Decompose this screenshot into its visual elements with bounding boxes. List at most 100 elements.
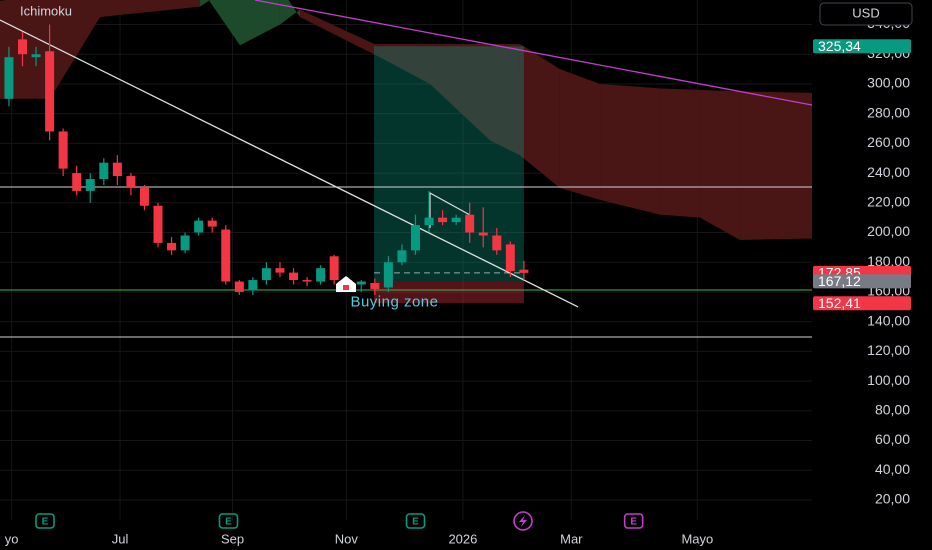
candle-body (410, 225, 420, 251)
candle-body (167, 242, 177, 251)
cloud-segment (559, 69, 601, 200)
price-label-box (813, 296, 911, 311)
candle-body (261, 268, 271, 281)
candle-body (4, 57, 14, 99)
candle-body (275, 268, 285, 273)
price-label: 152,41 (818, 295, 861, 311)
y-tick-label: 20,00 (875, 491, 910, 507)
y-tick-label: 300,00 (867, 75, 910, 91)
target-zone (374, 46, 524, 282)
candle-body (478, 232, 488, 236)
candle-body (58, 131, 68, 169)
cloud-segment (50, 0, 101, 99)
x-tick-label: 2026 (448, 531, 477, 546)
candle-body (248, 280, 258, 291)
candle-body (451, 217, 461, 223)
event-label: E (412, 517, 419, 528)
dividend-icon (513, 511, 533, 531)
event-icon (623, 513, 644, 529)
candle-body (329, 256, 339, 281)
y-tick-label: 120,00 (867, 342, 910, 358)
candle-body (519, 269, 529, 273)
indicator-title: Ichimoku (20, 3, 72, 18)
candle-body (234, 281, 244, 292)
candle-body (45, 51, 55, 132)
y-tick-label: 280,00 (867, 104, 910, 120)
cloud-segment (519, 43, 560, 188)
price-label: 325,34 (818, 38, 861, 54)
event-icon (35, 513, 55, 529)
y-tick-label: 200,00 (867, 223, 910, 239)
y-tick-label: 260,00 (867, 134, 910, 150)
x-tick-label: yo (5, 531, 19, 546)
currency-button[interactable] (819, 2, 913, 26)
price-label-box (813, 274, 911, 289)
candle-body (207, 220, 217, 227)
trend-line (254, 0, 812, 106)
candle-body (194, 220, 204, 233)
event-icon (218, 513, 239, 529)
event-label: E (42, 517, 49, 528)
y-tick-label: 240,00 (867, 164, 910, 180)
trend-line (0, 19, 579, 308)
candle-body (72, 173, 82, 191)
x-tick-label: Sep (221, 531, 244, 546)
candle-body (370, 283, 380, 289)
y-tick-label: 100,00 (867, 372, 910, 388)
plot-area: Buying zone (0, 0, 812, 520)
marker-icon (336, 276, 356, 292)
cloud-segment (700, 89, 741, 240)
y-tick-label: 140,00 (867, 312, 910, 328)
candle-body (221, 229, 231, 282)
cloud-segment (659, 88, 701, 218)
candle-body (316, 268, 326, 282)
candle-body (424, 217, 434, 226)
y-tick-label: 40,00 (875, 461, 910, 477)
candle-body (180, 235, 190, 251)
candle-body (85, 179, 95, 191)
candle-body (465, 214, 475, 233)
candle-body (112, 162, 122, 177)
event-label: E (630, 517, 637, 528)
y-tick-label: 80,00 (875, 402, 910, 418)
cloud-segment (490, 43, 520, 156)
candle-body (505, 244, 515, 272)
price-label-box (813, 39, 911, 54)
cloud-segment (740, 91, 812, 240)
candle-body (139, 187, 149, 206)
candle-body (383, 262, 393, 288)
candle-body (302, 280, 312, 282)
cloud-segment (239, 0, 280, 46)
x-tick-label: Nov (335, 531, 359, 546)
stop-zone (374, 281, 524, 304)
candle-body (126, 176, 136, 188)
x-tick-label: Mayo (681, 531, 713, 546)
candle-body (99, 162, 109, 180)
candle-body (397, 250, 407, 263)
candle-body (17, 39, 27, 55)
x-tick-label: Mar (560, 531, 583, 546)
event-icon (405, 513, 426, 529)
y-tick-label: 220,00 (867, 194, 910, 210)
cloud-segment (600, 83, 660, 215)
candle-body (289, 272, 299, 281)
candle-body (492, 235, 502, 251)
y-tick-label: 60,00 (875, 431, 910, 447)
cloud-segment (100, 0, 201, 18)
candle-body (31, 54, 41, 58)
x-tick-label: Jul (112, 531, 129, 546)
candle-body (153, 205, 163, 243)
marker-icon-door (343, 285, 349, 290)
cloud-segment (300, 9, 375, 55)
candle-body (438, 217, 448, 223)
candle-body (356, 281, 366, 285)
triangle-drawing (429, 191, 471, 228)
y-tick-label: 180,00 (867, 253, 910, 269)
cloud-segment (200, 0, 240, 46)
currency-label: USD (852, 5, 879, 20)
event-label: E (225, 517, 232, 528)
annotation: Buying zone (350, 293, 438, 310)
price-label: 167,12 (818, 273, 861, 289)
